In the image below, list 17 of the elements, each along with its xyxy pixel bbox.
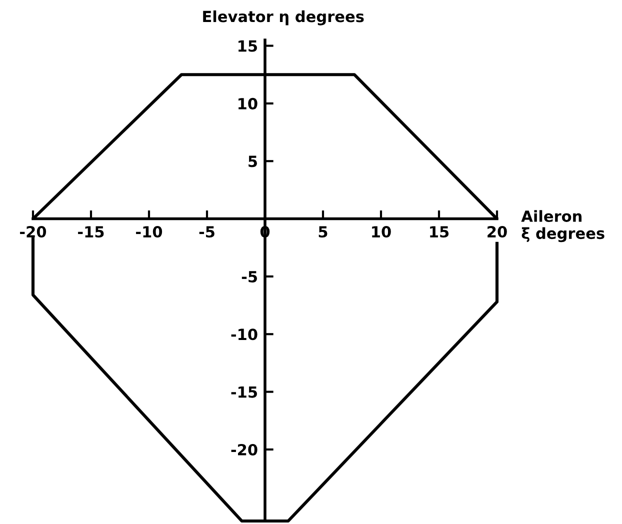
x-tick-label: 20 <box>488 226 507 238</box>
y-tick-label: -5 <box>242 271 257 282</box>
x-axis-title: Aileron ξ degrees <box>521 210 604 242</box>
y-tick-label: 15 <box>238 40 257 52</box>
x-tick-label: -15 <box>78 226 104 238</box>
y-tick-label: -10 <box>231 328 258 340</box>
y-tick-label: -20 <box>231 444 258 456</box>
y-axis-title: Elevator η degrees <box>203 10 364 26</box>
y-tick-label: 5 <box>248 156 257 168</box>
x-tick-label: 5 <box>318 226 328 238</box>
x-tick-label: 15 <box>430 226 449 238</box>
x-tick-label: -20 <box>20 226 46 238</box>
x-tick-label: 10 <box>372 226 391 238</box>
y-tick-label: 10 <box>238 98 258 110</box>
y-tick-label: -15 <box>231 386 257 398</box>
x-tick-label: -5 <box>199 226 214 238</box>
x-tick-label: -10 <box>136 226 162 238</box>
